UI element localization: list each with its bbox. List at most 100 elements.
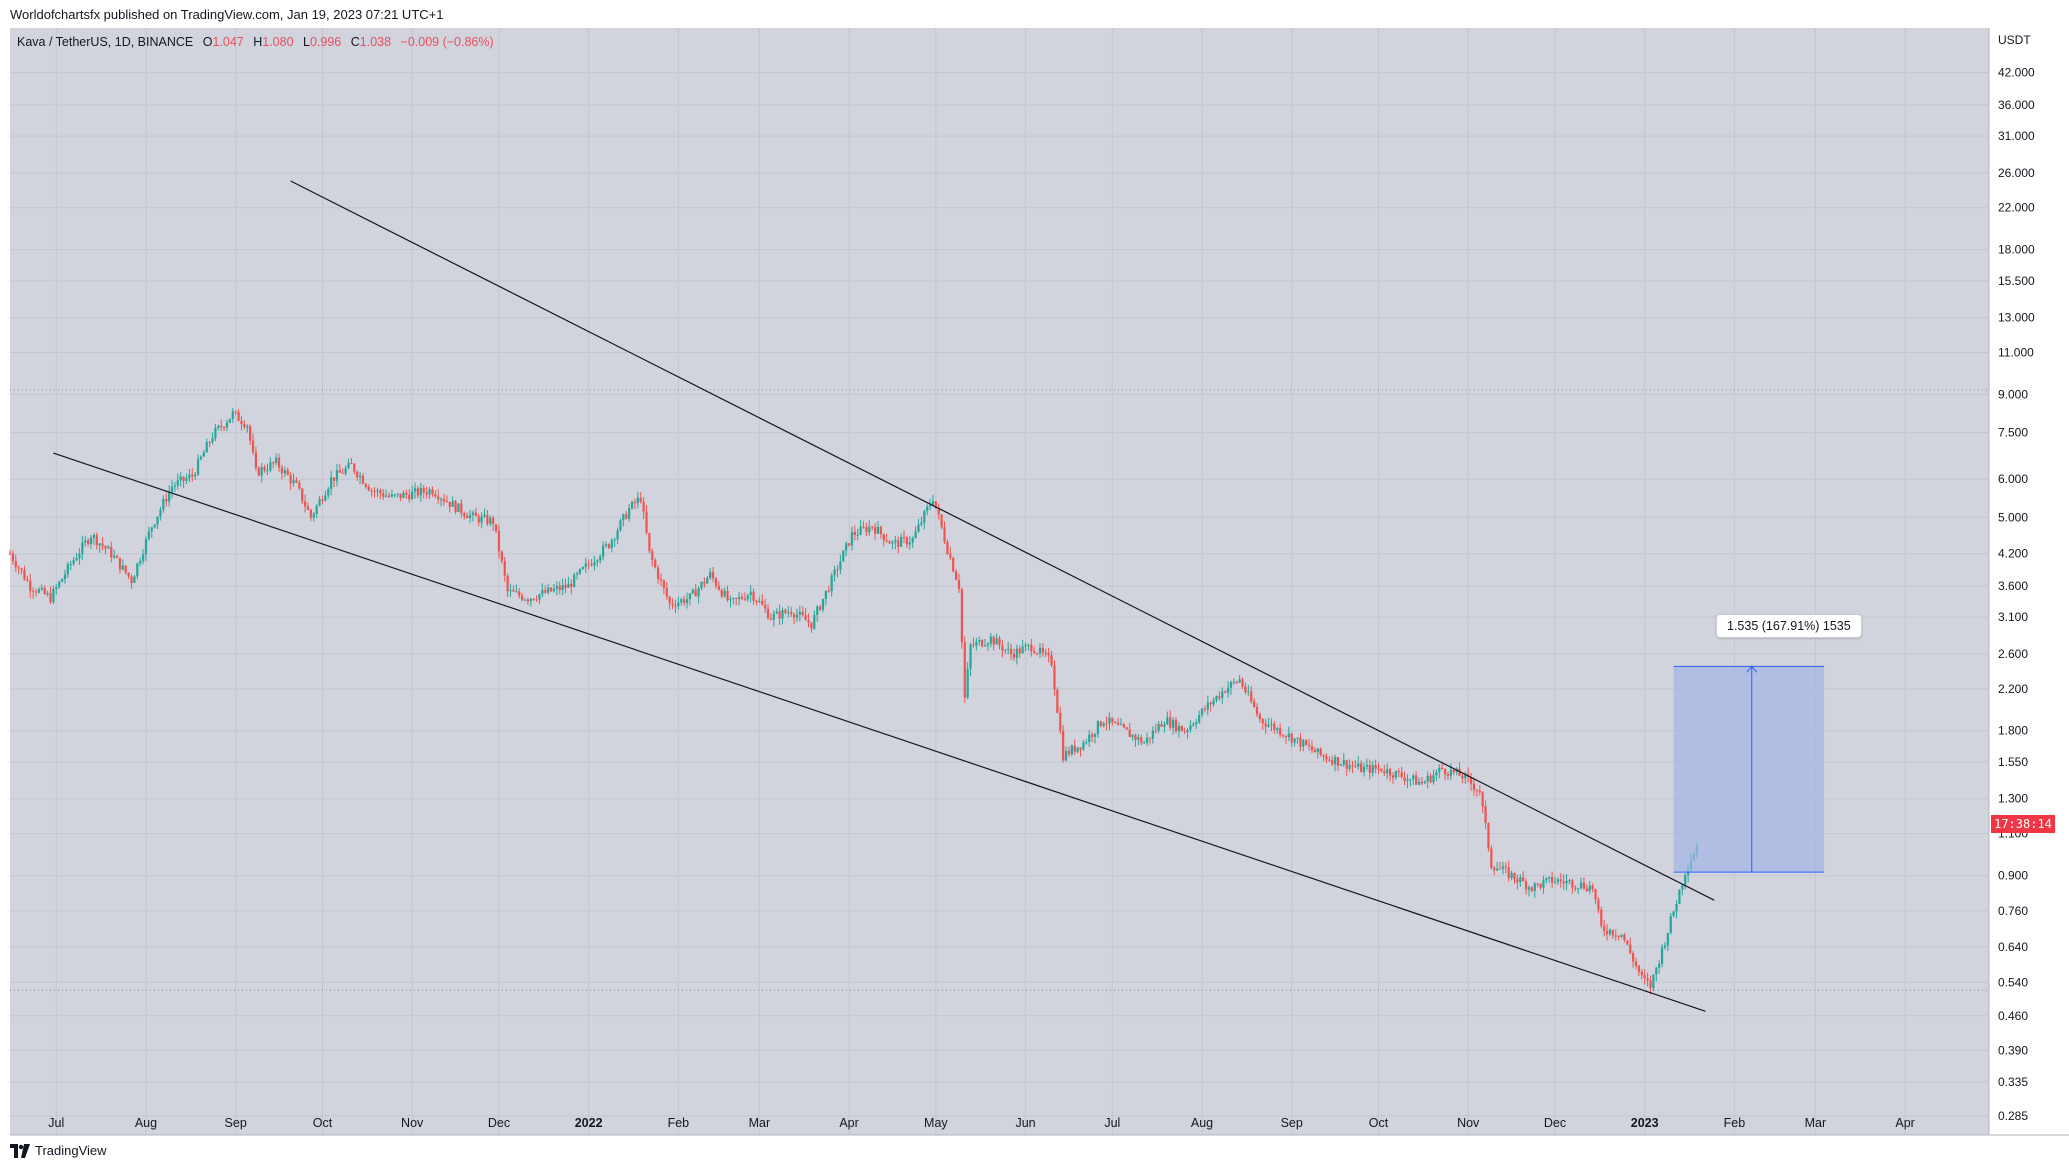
candle-up bbox=[845, 543, 848, 551]
measure-tool[interactable] bbox=[1673, 665, 1825, 873]
candle-down bbox=[118, 557, 122, 570]
candle-up bbox=[787, 612, 790, 614]
candle-down bbox=[535, 599, 538, 601]
candle-up bbox=[697, 588, 700, 597]
candle-up bbox=[1215, 696, 1218, 701]
candle-up bbox=[60, 578, 64, 582]
candle-up bbox=[196, 459, 200, 475]
candle-down bbox=[17, 567, 20, 569]
candle-down bbox=[1174, 719, 1178, 732]
candle-up bbox=[923, 511, 926, 523]
price-tick-label: 0.460 bbox=[1998, 1009, 2028, 1023]
candle-down bbox=[1331, 760, 1334, 765]
candle-down bbox=[1122, 724, 1126, 728]
candle-up bbox=[969, 644, 972, 669]
candle-up bbox=[1163, 724, 1166, 727]
candle-up bbox=[1608, 929, 1612, 935]
candle-down bbox=[20, 568, 23, 571]
candle-up bbox=[1270, 723, 1273, 725]
candle-up bbox=[1177, 725, 1180, 732]
time-tick-label: Apr bbox=[839, 1116, 858, 1130]
candle-down bbox=[1079, 747, 1082, 750]
candle-down bbox=[1360, 763, 1363, 773]
candle-down bbox=[301, 488, 304, 502]
candle-up bbox=[1660, 947, 1664, 964]
candle-down bbox=[1310, 746, 1314, 751]
candle-up bbox=[1302, 740, 1305, 747]
candle-down bbox=[558, 586, 561, 590]
time-axis[interactable]: Jul Aug Sep Oct Nov Dec 2022 Feb Mar Apr May Jun Jul… bbox=[10, 1116, 2069, 1136]
price-axis[interactable]: USDT 42.000 36.000 31.000 26.000 22.000 18.000… bbox=[1988, 28, 2035, 1135]
candle-down bbox=[286, 470, 289, 475]
candle-up bbox=[746, 595, 749, 600]
legend-change: −0.009 (−0.86%) bbox=[400, 35, 494, 49]
candle-up bbox=[1556, 879, 1560, 882]
candle-down bbox=[1018, 648, 1021, 654]
candle-up bbox=[1070, 745, 1073, 755]
candle-up bbox=[1015, 648, 1018, 658]
candle-down bbox=[836, 569, 839, 571]
price-tick-label: 1.550 bbox=[1998, 755, 2028, 769]
candle-down bbox=[518, 591, 521, 596]
candle-down bbox=[526, 599, 529, 602]
candle-down bbox=[564, 584, 567, 588]
trendline-lower[interactable] bbox=[53, 452, 1706, 1012]
candle-up bbox=[347, 462, 350, 469]
candle-down bbox=[350, 462, 353, 464]
candle-down bbox=[1582, 882, 1586, 889]
candle-down bbox=[26, 579, 29, 581]
candle-up bbox=[593, 562, 596, 566]
candle-up bbox=[839, 561, 842, 570]
candle-down bbox=[503, 560, 506, 576]
trendline-upper[interactable] bbox=[290, 180, 1715, 901]
candle-up bbox=[1151, 730, 1154, 739]
candle-up bbox=[231, 411, 234, 419]
candle-down bbox=[124, 565, 127, 573]
candle-down bbox=[882, 533, 885, 541]
candle-down bbox=[364, 483, 367, 487]
measure-box[interactable] bbox=[1673, 666, 1825, 873]
candle-down bbox=[1033, 651, 1036, 654]
trendlines[interactable] bbox=[53, 180, 1715, 1012]
candle-down bbox=[1626, 940, 1629, 945]
candle-down bbox=[431, 489, 434, 495]
candle-down bbox=[683, 599, 686, 604]
candle-up bbox=[1102, 723, 1105, 727]
candle-down bbox=[934, 501, 937, 508]
price-tick-label: 0.285 bbox=[1998, 1109, 2028, 1123]
candle-down bbox=[711, 571, 715, 579]
candle-down bbox=[1388, 769, 1392, 776]
legend-ohlc: O1.047 H1.080 L0.996 C1.038 −0.009 (−0.8… bbox=[203, 35, 494, 49]
candle-down bbox=[1478, 790, 1481, 793]
candle-up bbox=[1226, 687, 1230, 693]
candle-down bbox=[1600, 909, 1603, 926]
candle-up bbox=[266, 470, 269, 472]
candle-down bbox=[1325, 756, 1328, 760]
candle-up bbox=[147, 531, 150, 539]
candle-down bbox=[1299, 737, 1302, 747]
candle-up bbox=[1548, 876, 1551, 879]
candle-up bbox=[1357, 763, 1360, 767]
candle-up bbox=[509, 590, 512, 592]
candle-down bbox=[1041, 647, 1044, 653]
candle-down bbox=[1154, 730, 1157, 732]
candle-down bbox=[1632, 953, 1635, 962]
candle-down bbox=[1056, 689, 1059, 713]
candle-up bbox=[706, 578, 709, 584]
candle-down bbox=[532, 598, 535, 600]
candle-up bbox=[1143, 742, 1146, 744]
candle-down bbox=[165, 499, 168, 502]
time-tick-label: Feb bbox=[1724, 1116, 1746, 1130]
candle-up bbox=[1195, 722, 1198, 725]
candle-down bbox=[792, 614, 796, 618]
candle-down bbox=[32, 590, 35, 592]
candle-down bbox=[752, 591, 755, 601]
candle-up bbox=[1342, 760, 1345, 765]
candle-down bbox=[11, 553, 14, 562]
candle-up bbox=[1577, 887, 1580, 889]
candle-down bbox=[972, 644, 975, 646]
candle-down bbox=[1209, 702, 1212, 705]
candle-down bbox=[321, 499, 324, 501]
candle-down bbox=[1377, 768, 1380, 770]
